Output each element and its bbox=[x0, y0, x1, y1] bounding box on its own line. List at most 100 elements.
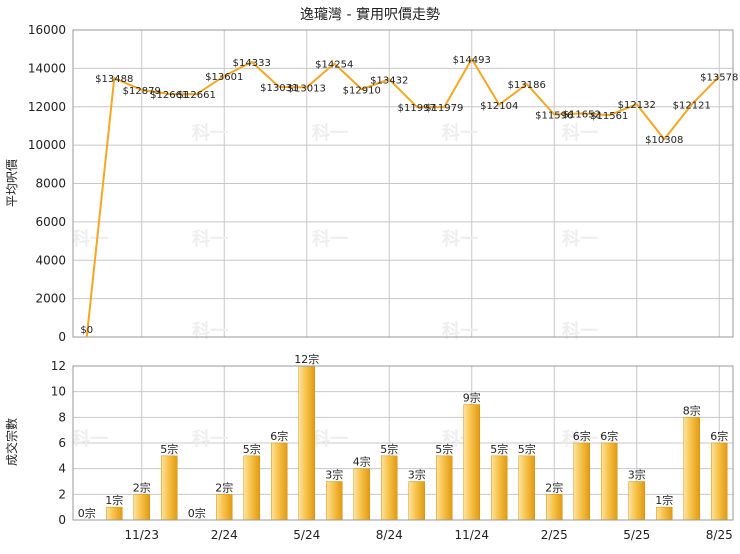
watermark-text: 科一 bbox=[562, 228, 598, 250]
bar-chart-data-labels: 0宗 1宗 2宗 5宗 0宗 2宗 5宗 6宗 12宗 3宗 4宗 5宗 3宗 5宗 9宗 5宗 5宗 2宗 6宗 6… bbox=[78, 352, 729, 520]
watermark-text: 科一 bbox=[192, 428, 228, 450]
transaction-data-label: 0宗 bbox=[78, 506, 96, 520]
price-data-label: $13031 bbox=[260, 83, 298, 94]
line-chart-data-labels: $0$13488$12879$12661$12661$13601$14333$1… bbox=[80, 55, 738, 336]
line-chart-series bbox=[85, 57, 720, 338]
transaction-bar bbox=[161, 455, 178, 521]
price-data-label: $12661 bbox=[178, 90, 216, 101]
transaction-data-label: 12宗 bbox=[294, 352, 319, 366]
line-chart-ytick-label: 4000 bbox=[35, 253, 66, 267]
watermark-text: 科一 bbox=[192, 228, 228, 250]
price-data-label: $12121 bbox=[673, 100, 711, 111]
transaction-data-label: 5宗 bbox=[160, 442, 178, 456]
price-data-label: $14333 bbox=[233, 58, 271, 69]
transaction-data-label: 1宗 bbox=[105, 493, 123, 507]
price-data-label: $14254 bbox=[315, 60, 353, 71]
bar-chart-ytick-label: 4 bbox=[58, 462, 66, 476]
transaction-data-label: 6宗 bbox=[600, 429, 618, 443]
transaction-data-label: 0宗 bbox=[188, 506, 206, 520]
price-data-label: $12910 bbox=[343, 85, 381, 96]
watermark-text: 科一 bbox=[442, 122, 478, 144]
bar-chart-ytick-label: 12 bbox=[51, 359, 66, 373]
transaction-data-label: 6宗 bbox=[710, 429, 728, 443]
transaction-bar bbox=[491, 455, 508, 521]
bar-chart-xtick-label: 5/24 bbox=[293, 528, 320, 542]
price-data-label: $11652 bbox=[563, 109, 601, 120]
bar-chart-xtick-label: 8/25 bbox=[706, 528, 733, 542]
price-data-label: $12132 bbox=[618, 100, 656, 111]
transaction-bar bbox=[656, 506, 673, 521]
bar-chart-frame bbox=[72, 365, 734, 521]
price-data-label: $11997 bbox=[398, 103, 436, 114]
watermark-text: 科一 bbox=[72, 428, 108, 450]
watermark-text: 科一 bbox=[72, 228, 108, 250]
bar-chart-ytick-label: 6 bbox=[58, 436, 66, 450]
price-data-label: $13013 bbox=[288, 83, 326, 94]
bar-chart-ytick-label: 0 bbox=[58, 513, 66, 527]
transaction-bar bbox=[298, 365, 315, 521]
price-data-label: $11561 bbox=[590, 111, 628, 122]
price-data-label: $12661 bbox=[150, 90, 188, 101]
price-data-label: $10308 bbox=[645, 135, 683, 146]
transaction-data-label: 6宗 bbox=[270, 429, 288, 443]
price-data-label: $13601 bbox=[205, 72, 243, 83]
line-chart-ytick-label: 14000 bbox=[28, 61, 66, 75]
transaction-bar bbox=[243, 455, 260, 521]
bar-chart-axes: 0 2 4 6 8 10 12 11/23 2/24 5/24 8/24 11/24 2/25 5/25 8… bbox=[51, 359, 734, 542]
bar-chart-xtick-label: 2/24 bbox=[211, 528, 238, 542]
watermark-text: 科一 bbox=[192, 122, 228, 144]
transaction-data-label: 8宗 bbox=[683, 403, 701, 417]
line-chart-ytick-label: 8000 bbox=[35, 177, 66, 191]
transaction-data-label: 2宗 bbox=[133, 480, 151, 494]
transaction-data-label: 9宗 bbox=[463, 391, 481, 405]
transaction-bar bbox=[353, 468, 370, 521]
bar-chart-bars bbox=[106, 365, 728, 521]
price-data-label: $13186 bbox=[508, 80, 546, 91]
watermark-text: 科一 bbox=[562, 320, 598, 342]
line-chart-ytick-label: 6000 bbox=[35, 215, 66, 229]
transaction-bar bbox=[628, 481, 645, 521]
watermark-text: 科一 bbox=[312, 122, 348, 144]
line-chart-ytick-label: 16000 bbox=[28, 23, 66, 37]
transaction-data-label: 1宗 bbox=[655, 493, 673, 507]
transaction-bar bbox=[683, 417, 700, 521]
watermark-text: 科一 bbox=[312, 428, 348, 450]
line-chart-frame bbox=[72, 29, 734, 338]
transaction-data-label: 5宗 bbox=[243, 442, 261, 456]
bar-chart-xtick-label: 5/25 bbox=[623, 528, 650, 542]
transaction-data-label: 3宗 bbox=[408, 468, 426, 482]
line-chart-ytick-label: 10000 bbox=[28, 138, 66, 152]
transaction-bar bbox=[546, 494, 563, 521]
bar-chart-xtick-label: 8/24 bbox=[376, 528, 403, 542]
line-chart-ytick-label: 12000 bbox=[28, 100, 66, 114]
bar-chart-ytick-label: 10 bbox=[51, 385, 66, 399]
transaction-bar bbox=[711, 442, 728, 521]
transaction-bar bbox=[518, 455, 535, 521]
transaction-bar bbox=[463, 404, 480, 521]
transaction-data-label: 3宗 bbox=[325, 468, 343, 482]
transaction-data-label: 6宗 bbox=[573, 429, 591, 443]
bar-chart-xtick-label: 11/24 bbox=[454, 528, 489, 542]
bar-chart-xtick-label: 11/23 bbox=[124, 528, 159, 542]
watermark-text: 科一 bbox=[442, 320, 478, 342]
transaction-data-label: 5宗 bbox=[490, 442, 508, 456]
price-data-label: $0 bbox=[80, 325, 93, 336]
transaction-data-label: 5宗 bbox=[435, 442, 453, 456]
bar-chart-ytick-label: 8 bbox=[58, 410, 66, 424]
watermark-text: 科一 bbox=[192, 320, 228, 342]
line-chart-axes: 0 2000 4000 6000 8000 10000 12000 14000 16000 bbox=[28, 23, 734, 344]
line-chart-ytick-label: 0 bbox=[58, 330, 66, 344]
transaction-bar bbox=[271, 442, 288, 521]
transaction-data-label: 5宗 bbox=[380, 442, 398, 456]
transaction-bar bbox=[573, 442, 590, 521]
transaction-bar bbox=[133, 494, 150, 521]
price-data-label: $13578 bbox=[700, 72, 738, 83]
price-data-label: $12104 bbox=[480, 101, 518, 112]
transaction-bar bbox=[436, 455, 453, 521]
bar-chart-ylabel: 成交宗數 bbox=[4, 418, 19, 466]
price-line bbox=[85, 57, 720, 338]
transaction-bar bbox=[601, 442, 618, 521]
